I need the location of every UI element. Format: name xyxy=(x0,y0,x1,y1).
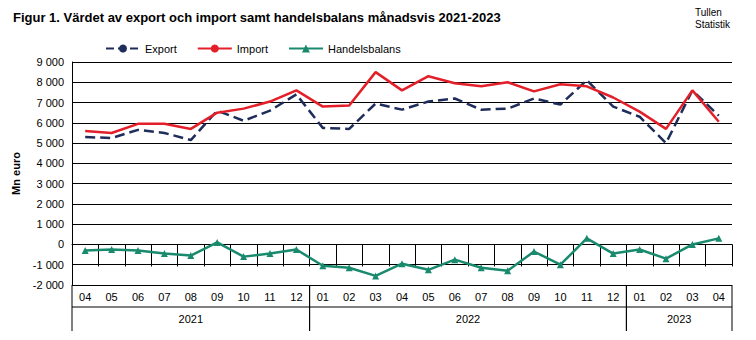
svg-text:01: 01 xyxy=(633,291,645,303)
svg-text:5 000: 5 000 xyxy=(36,137,64,149)
svg-text:0: 0 xyxy=(58,238,64,250)
svg-text:-2 000: -2 000 xyxy=(33,279,64,291)
svg-text:06: 06 xyxy=(449,291,461,303)
svg-text:04: 04 xyxy=(79,291,91,303)
svg-text:06: 06 xyxy=(132,291,144,303)
svg-text:4 000: 4 000 xyxy=(36,157,64,169)
svg-text:01: 01 xyxy=(317,291,329,303)
svg-text:Tullen: Tullen xyxy=(695,7,722,18)
svg-text:8 000: 8 000 xyxy=(36,76,64,88)
svg-text:10: 10 xyxy=(554,291,566,303)
svg-text:-1 000: -1 000 xyxy=(33,259,64,271)
svg-text:04: 04 xyxy=(396,291,408,303)
svg-text:3 000: 3 000 xyxy=(36,178,64,190)
svg-text:02: 02 xyxy=(660,291,672,303)
svg-text:04: 04 xyxy=(713,291,725,303)
svg-text:08: 08 xyxy=(185,291,197,303)
svg-text:11: 11 xyxy=(264,291,275,303)
svg-text:2 000: 2 000 xyxy=(36,198,64,210)
svg-text:Import: Import xyxy=(237,43,268,55)
svg-text:03: 03 xyxy=(369,291,381,303)
svg-text:02: 02 xyxy=(343,291,355,303)
svg-text:2021: 2021 xyxy=(179,313,203,325)
svg-text:Mn euro: Mn euro xyxy=(10,152,22,195)
svg-text:Figur 1. Värdet av export och: Figur 1. Värdet av export och import sam… xyxy=(13,10,501,25)
svg-text:07: 07 xyxy=(158,291,170,303)
svg-text:03: 03 xyxy=(686,291,698,303)
svg-text:Export: Export xyxy=(145,43,177,55)
svg-text:7 000: 7 000 xyxy=(36,97,64,109)
svg-text:12: 12 xyxy=(290,291,302,303)
svg-text:11: 11 xyxy=(581,291,592,303)
svg-text:05: 05 xyxy=(105,291,117,303)
svg-text:08: 08 xyxy=(501,291,513,303)
svg-text:07: 07 xyxy=(475,291,487,303)
svg-text:2023: 2023 xyxy=(667,313,691,325)
svg-text:Statistik: Statistik xyxy=(695,19,731,30)
svg-text:12: 12 xyxy=(607,291,619,303)
svg-text:6 000: 6 000 xyxy=(36,117,64,129)
svg-text:2022: 2022 xyxy=(456,313,480,325)
svg-text:Handelsbalans: Handelsbalans xyxy=(328,43,401,55)
svg-text:09: 09 xyxy=(528,291,540,303)
svg-text:10: 10 xyxy=(237,291,249,303)
svg-text:09: 09 xyxy=(211,291,223,303)
svg-text:05: 05 xyxy=(422,291,434,303)
svg-text:1 000: 1 000 xyxy=(36,218,64,230)
svg-text:9 000: 9 000 xyxy=(36,56,64,68)
